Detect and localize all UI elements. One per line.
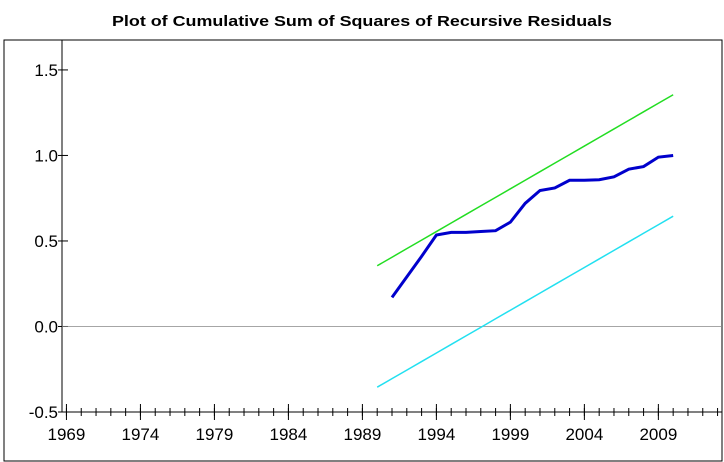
y-tick-label: 0.5: [34, 232, 58, 251]
x-tick-label: 2004: [565, 425, 603, 444]
y-tick-label: 1.5: [34, 61, 58, 80]
x-tick-label: 2009: [639, 425, 677, 444]
series-line: [376, 215, 674, 388]
x-tick-label: 1994: [417, 425, 455, 444]
x-tick-label: 1974: [122, 425, 160, 444]
x-tick-label: 1969: [48, 425, 86, 444]
y-tick-label: 1.0: [34, 146, 58, 165]
chart-title: Plot of Cumulative Sum of Squares of Rec…: [112, 13, 612, 30]
series-line: [390, 153, 674, 299]
x-tick-label: 1989: [343, 425, 381, 444]
x-tick-label: 1979: [196, 425, 234, 444]
y-tick-label: -0.5: [29, 403, 58, 422]
frame: [3, 39, 723, 462]
x-tick-label: 1999: [491, 425, 529, 444]
x-tick-label: 1984: [269, 425, 307, 444]
series-line: [376, 94, 674, 267]
y-tick-label: 0.0: [34, 317, 58, 336]
